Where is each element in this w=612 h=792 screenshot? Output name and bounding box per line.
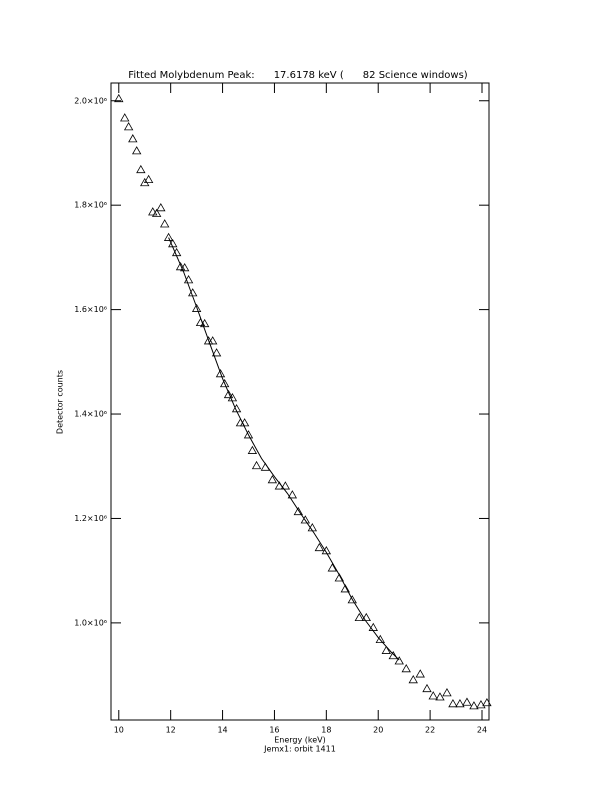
data-point [151, 208, 162, 217]
data-point [327, 563, 337, 572]
data-point [482, 697, 492, 707]
x-tick-label: 18 [321, 726, 331, 735]
data-point [175, 261, 186, 271]
data-point [388, 650, 398, 660]
data-point [191, 303, 202, 312]
data-point [163, 232, 174, 241]
data-point [243, 430, 254, 439]
data-point [143, 174, 154, 183]
data-point [469, 701, 479, 710]
data-point [415, 669, 425, 678]
x-tick-label: 24 [477, 726, 487, 735]
data-point [321, 546, 332, 555]
data-point [448, 699, 458, 708]
x-tick-label: 16 [269, 726, 279, 735]
data-point [300, 515, 311, 524]
y-tick-label: 2.0×10⁶ [74, 96, 107, 105]
data-point [287, 490, 298, 499]
data-point [215, 369, 226, 378]
data-point [381, 645, 391, 654]
data-point [156, 202, 166, 212]
data-point [476, 700, 486, 709]
data-point [435, 692, 445, 701]
data-point [408, 674, 418, 684]
data-point [347, 595, 357, 604]
y-tick-label: 1.2×10⁶ [74, 514, 107, 523]
data-point [131, 146, 142, 155]
x-axis-label: Energy (keV) [274, 736, 326, 745]
y-tick-label: 1.6×10⁶ [74, 305, 107, 314]
data-point [428, 691, 438, 700]
fit-line [168, 237, 400, 661]
data-point [223, 389, 234, 399]
data-point [442, 688, 452, 697]
data-point [136, 164, 146, 174]
data-point [208, 336, 218, 345]
data-point [394, 656, 404, 665]
x-tick-label: 12 [166, 726, 176, 735]
data-point [401, 664, 411, 673]
data-point [251, 460, 262, 470]
data-point [148, 207, 158, 216]
data-point [340, 584, 350, 593]
data-point [179, 263, 190, 272]
data-point [219, 378, 230, 388]
y-axis-label: Detector counts [56, 370, 65, 434]
data-point [280, 481, 291, 490]
data-point [334, 573, 344, 582]
data-point [375, 634, 385, 643]
x-tick-label: 22 [425, 726, 435, 735]
data-point [160, 219, 170, 228]
subtitle: Jemx1: orbit 1411 [263, 745, 336, 754]
plot-frame [110, 82, 490, 721]
data-point [120, 113, 130, 122]
data-point [314, 542, 325, 552]
data-point [128, 134, 138, 143]
data-point [462, 697, 472, 706]
data-point [354, 612, 364, 622]
data-point [211, 348, 222, 357]
data-point [123, 122, 134, 131]
y-tick-label: 1.8×10⁶ [74, 201, 107, 210]
y-tick-label: 1.4×10⁶ [74, 410, 107, 419]
data-point [422, 683, 432, 693]
data-point [267, 475, 278, 484]
data-point [361, 612, 371, 622]
data-point [114, 93, 124, 103]
x-tick-label: 14 [217, 726, 227, 735]
x-tick-label: 10 [114, 726, 124, 735]
data-point [455, 699, 465, 708]
data-point [247, 445, 258, 454]
y-tick-label: 1.0×10⁶ [74, 618, 107, 627]
data-point [293, 506, 304, 516]
chart-title: Fitted Molybdenum Peak: 17.6178 keV ( 82… [128, 70, 468, 81]
x-tick-label: 20 [373, 726, 383, 735]
